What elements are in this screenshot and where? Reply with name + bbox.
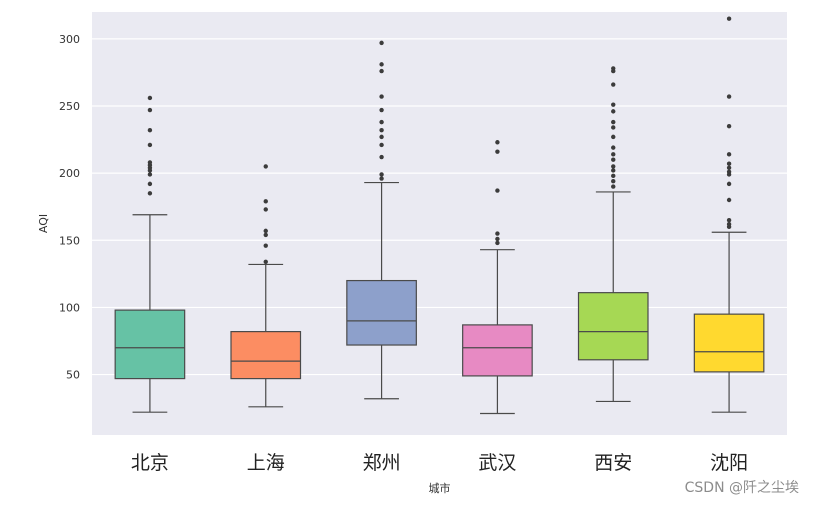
x-tick-label: 西安 <box>594 452 632 474</box>
box-5 <box>577 66 649 403</box>
outlier-point <box>379 176 384 181</box>
outlier-point <box>495 240 500 246</box>
y-tick-label: 150 <box>59 234 80 247</box>
x-tick-label: 沈阳 <box>710 452 748 474</box>
outlier-point <box>147 160 153 165</box>
outlier-point <box>726 152 732 157</box>
box-4 <box>462 140 533 415</box>
outlier-point <box>611 109 616 114</box>
box-iqr <box>346 279 417 346</box>
outlier-point <box>379 172 384 177</box>
outlier-point <box>611 134 616 140</box>
outlier-point <box>726 197 732 203</box>
outlier-point <box>611 164 616 169</box>
outlier-point <box>263 243 268 248</box>
outlier-point <box>611 82 616 87</box>
outlier-point <box>147 127 153 133</box>
x-tick-labels: 北京 上海 郑州 武汉 西安 沈阳 <box>131 452 748 474</box>
outlier-point <box>263 259 268 264</box>
box-2 <box>230 164 302 408</box>
outlier-point <box>379 134 384 140</box>
y-tick-label: 100 <box>59 301 80 314</box>
box-iqr <box>693 313 765 373</box>
x-tick-label: 郑州 <box>363 452 401 474</box>
outlier-point <box>726 181 732 187</box>
outlier-point <box>611 179 616 184</box>
y-axis-label: AQI <box>37 214 50 233</box>
box-iqr <box>230 331 302 380</box>
outlier-point <box>611 173 616 179</box>
outlier-point <box>611 125 616 130</box>
outlier-point <box>495 149 500 154</box>
box-iqr <box>462 324 533 377</box>
outlier-point <box>147 172 153 177</box>
box-1 <box>114 95 186 413</box>
outlier-point <box>726 221 732 227</box>
outlier-point <box>379 40 384 46</box>
outlier-point <box>263 199 268 204</box>
outlier-point <box>263 164 268 169</box>
outlier-point <box>611 152 616 157</box>
x-axis-label: 城市 <box>429 481 451 495</box>
outlier-point <box>611 145 616 150</box>
outlier-point <box>379 68 384 74</box>
outlier-point <box>263 228 268 234</box>
outlier-point <box>379 154 384 160</box>
y-tick-label: 50 <box>66 369 80 382</box>
box-6 <box>693 16 765 413</box>
box-3 <box>346 40 417 400</box>
outlier-point <box>379 94 384 99</box>
outlier-point <box>379 142 384 148</box>
outlier-point <box>147 191 153 196</box>
outlier-point <box>726 161 732 166</box>
y-tick-label: 200 <box>59 167 80 180</box>
outlier-point <box>147 107 153 113</box>
outlier-point <box>726 217 732 223</box>
outlier-point <box>147 181 153 187</box>
outlier-point <box>726 16 732 21</box>
outlier-point <box>379 62 384 67</box>
outlier-point <box>147 95 153 101</box>
outlier-point <box>495 231 500 236</box>
outlier-point <box>726 169 732 174</box>
outlier-point <box>726 94 732 99</box>
outlier-point <box>726 123 732 129</box>
box-iqr <box>577 292 649 361</box>
outlier-point <box>611 157 616 162</box>
outlier-point <box>379 119 384 125</box>
outlier-point <box>263 207 268 212</box>
watermark-text: CSDN @阡之尘埃 <box>684 480 799 496</box>
grid-lines <box>92 38 787 376</box>
x-tick-label: 武汉 <box>478 452 516 474</box>
outlier-point <box>495 140 500 145</box>
x-tick-label: 北京 <box>131 452 169 474</box>
outlier-point <box>726 165 732 170</box>
outlier-point <box>147 142 153 148</box>
y-tick-label: 300 <box>59 33 80 46</box>
boxes <box>114 16 765 415</box>
outlier-point <box>495 188 500 193</box>
outlier-point <box>379 127 384 133</box>
x-tick-label: 上海 <box>247 452 285 474</box>
y-tick-label: 250 <box>59 100 80 113</box>
box-iqr <box>114 309 186 380</box>
outlier-point <box>611 102 616 107</box>
outlier-point <box>611 168 616 173</box>
outlier-point <box>495 236 500 242</box>
plot-area <box>92 12 787 435</box>
outlier-point <box>263 232 268 238</box>
outlier-point <box>611 184 616 189</box>
outlier-point <box>611 66 616 71</box>
y-tick-labels: 50 100 150 200 250 300 <box>59 33 80 382</box>
outlier-point <box>379 107 384 113</box>
outlier-point <box>611 119 616 125</box>
